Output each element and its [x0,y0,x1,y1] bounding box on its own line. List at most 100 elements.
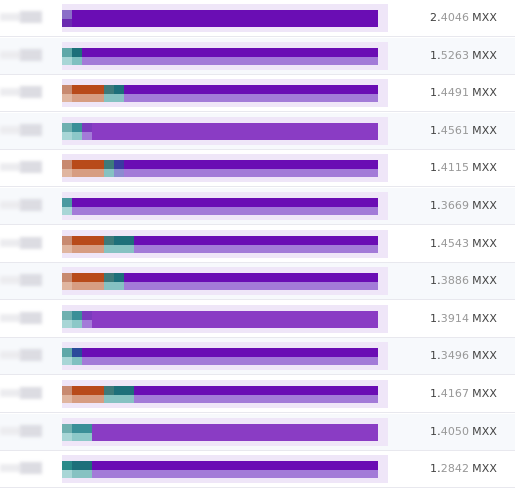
price-fraction: 4046 [440,11,470,24]
blurred-label [0,237,44,249]
currency-label: MXX [472,86,497,99]
currency-label: MXX [472,161,497,174]
bar-segment [82,123,92,140]
composition-bar [62,154,388,182]
bar-segment [62,236,72,253]
bar-segment [114,160,124,177]
price-value: 1.4167 MXX [430,387,497,400]
bar-segments [62,10,378,27]
bar-segment [62,311,72,328]
bar-segment [82,348,378,365]
price-integer: 1. [430,274,441,287]
price-value: 1.4115 MXX [430,161,497,174]
currency-label: MXX [472,349,497,362]
price-fraction: 3496 [440,349,470,362]
currency-label: MXX [472,274,497,287]
bar-segment [72,198,378,215]
bar-segment [92,123,378,140]
composition-bar [62,267,388,295]
bar-segment [72,85,104,102]
bar-segments [62,198,378,215]
composition-bar [62,380,388,408]
blurred-label [0,312,44,324]
bar-segment [72,48,82,65]
currency-label: MXX [472,425,497,438]
composition-bar [62,230,388,258]
price-integer: 2. [430,11,441,24]
bar-segment [72,461,92,478]
bar-segment [62,85,72,102]
price-fraction: 3886 [440,274,470,287]
currency-label: MXX [472,237,497,250]
bar-segment [72,311,82,328]
price-value: 1.4543 MXX [430,237,497,250]
composition-bar [62,79,388,107]
price-fraction: 4167 [440,387,470,400]
bar-segments [62,236,378,253]
currency-label: MXX [472,312,497,325]
currency-label: MXX [472,199,497,212]
bar-segment [134,386,378,403]
price-value: 1.2842 MXX [430,462,497,475]
bar-segment [92,461,378,478]
price-integer: 1. [430,462,441,475]
bar-segment [124,160,378,177]
composition-bar [62,117,388,145]
currency-label: MXX [472,49,497,62]
bar-segment [124,273,378,290]
price-integer: 1. [430,49,441,62]
blurred-label [0,425,44,437]
blurred-label [0,387,44,399]
table-row: 2.4046 MXX [0,0,515,37]
price-fraction: 3669 [440,199,470,212]
composition-bar [62,4,388,32]
price-fraction: 4050 [440,425,470,438]
bar-segment [104,160,114,177]
price-integer: 1. [430,387,441,400]
bar-segment [72,10,378,27]
bar-segment [114,273,124,290]
bar-segment [134,236,378,253]
bar-segment [62,424,72,441]
bar-segment [72,273,104,290]
table-row: 1.4543 MXX [0,226,515,263]
price-integer: 1. [430,161,441,174]
bar-segment [72,386,104,403]
bar-segment [104,386,114,403]
composition-bar [62,342,388,370]
price-fraction: 4115 [440,161,470,174]
bar-segments [62,311,378,328]
bar-segment [104,273,114,290]
price-value: 1.4491 MXX [430,86,497,99]
bar-segment [114,85,124,102]
price-value: 1.3886 MXX [430,274,497,287]
composition-bar [62,42,388,70]
table-row: 1.3886 MXX [0,263,515,300]
bar-segment [82,311,92,328]
price-integer: 1. [430,124,441,137]
price-fraction: 4561 [440,124,470,137]
composition-bar [62,418,388,446]
price-value: 1.5263 MXX [430,49,497,62]
bar-segment [104,85,114,102]
blurred-label [0,49,44,61]
blurred-label [0,462,44,474]
table-row: 1.5263 MXX [0,38,515,75]
currency-label: MXX [472,124,497,137]
blurred-label [0,199,44,211]
currency-label: MXX [472,387,497,400]
table-row: 1.3496 MXX [0,338,515,375]
price-integer: 1. [430,425,441,438]
bar-segments [62,160,378,177]
bar-segment [82,48,378,65]
table-row: 1.3914 MXX [0,301,515,338]
price-value: 1.3496 MXX [430,349,497,362]
table-row: 1.4491 MXX [0,75,515,112]
price-integer: 1. [430,349,441,362]
bar-segment [72,123,82,140]
price-fraction: 4543 [440,237,470,250]
table-row: 1.4115 MXX [0,150,515,187]
bar-segment [104,236,114,253]
price-fraction: 2842 [440,462,470,475]
